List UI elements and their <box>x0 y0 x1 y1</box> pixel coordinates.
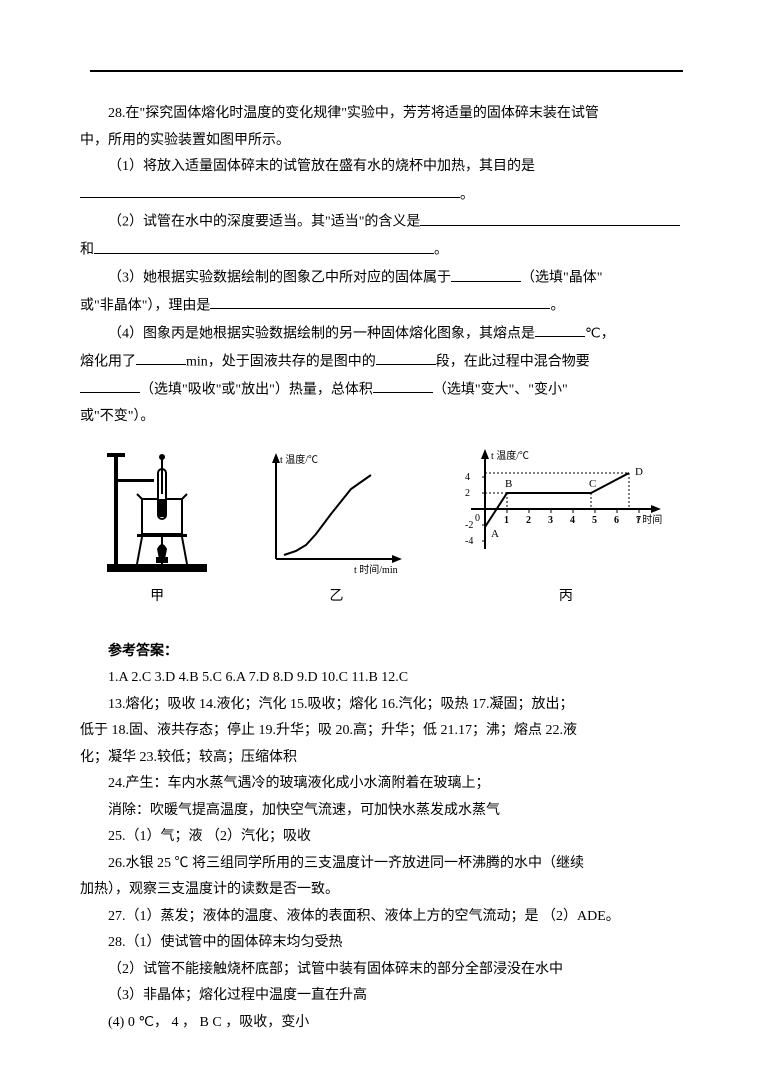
caption-jia: 甲 <box>102 585 212 610</box>
q28-p1: （1）将放入适量固体碎末的试管放在盛有水的烧杯中加热，其目的是 <box>80 155 693 180</box>
q28-p2-line2: 和。 <box>80 237 693 263</box>
ans-l3b: 消除：吹暖气提高温度，加快空气流速，可加快水蒸发成水蒸气 <box>80 799 693 824</box>
q28-p2-text-a: （2）试管在水中的深度要适当。其"适当"的含义是 <box>108 215 420 230</box>
svg-text:5: 5 <box>592 515 597 526</box>
svg-text:1: 1 <box>504 515 509 526</box>
yaxis-label: t 温度/℃ <box>280 453 318 466</box>
svg-text:-4: -4 <box>465 536 473 547</box>
ans-l6: 27.（1）蒸发；液体的温度、液体的表面积、液体上方的空气流动；是 （2）ADE… <box>80 905 693 930</box>
svg-text:7: 7 <box>636 515 641 526</box>
q28-p4: （4）图象丙是她根据实验数据绘制的另一种固体熔化图象，其熔点是 ℃， <box>80 321 693 347</box>
q28-p1-text-b: 。 <box>460 187 474 202</box>
ans-l2c: 化；凝华 23.较低；较高；压缩体积 <box>80 746 693 771</box>
blank <box>451 265 521 281</box>
q28-intro-b: 中，所用的实验装置如图甲所示。 <box>80 129 693 154</box>
origin-label: 0 <box>475 513 480 524</box>
svg-text:2: 2 <box>465 488 470 499</box>
q28-p4-line3: （选填"吸收"或"放出"）热量，总体积 （选填"变大"、"变小" <box>80 377 693 403</box>
figure-row: 甲 t 温度/℃ t 时间/min 乙 <box>80 439 693 610</box>
q28-p4-text-c: 熔化用了 <box>80 354 136 369</box>
q28-intro-a: 28.在"探究固体熔化时温度的变化规律"实验中，芳芳将适量的固体碎末装在试管 <box>80 102 693 127</box>
q28-p3-text-d: 。 <box>550 298 564 313</box>
svg-text:6: 6 <box>614 515 619 526</box>
xaxis-label: t 时间/min <box>354 563 398 576</box>
blank <box>94 237 434 253</box>
q28-p2-text-c: 。 <box>434 243 448 258</box>
q28-p3-text-c: 或"非晶体"），理由是 <box>80 298 210 313</box>
apparatus-icon <box>102 439 212 579</box>
ans-l5: 26.水银 25 ℃ 将三组同学所用的三支温度计一齐放进同一杯沸腾的水中（继续 <box>80 852 693 877</box>
q28-p4-text-b: ℃， <box>585 326 615 341</box>
q28-p4-line4: 或"不变"）。 <box>80 405 693 430</box>
svg-text:D: D <box>635 466 643 478</box>
caption-yi: 乙 <box>256 585 416 610</box>
q28-p1-line2: 。 <box>80 182 693 208</box>
q28-p4-text-a: （4）图象丙是她根据实验数据绘制的另一种固体熔化图象，其熔点是 <box>108 326 535 341</box>
q28-p1-text-a: （1）将放入适量固体碎末的试管放在盛有水的烧杯中加热，其目的是 <box>108 159 535 174</box>
page: 28.在"探究固体熔化时温度的变化规律"实验中，芳芳将适量的固体碎末装在试管 中… <box>0 0 773 1092</box>
ans-l5b: 加热），观察三支温度计的读数是否一致。 <box>80 878 693 903</box>
q28-p4-text-d: min，处于固液共存的是图中的 <box>186 354 376 369</box>
svg-text:4: 4 <box>570 515 575 526</box>
caption-bing: 丙 <box>461 585 671 610</box>
figure-yi: t 温度/℃ t 时间/min 乙 <box>256 449 416 610</box>
svg-text:4: 4 <box>465 472 470 483</box>
ans-l3: 24.产生：车内水蒸气遇冷的玻璃液化成小水滴附着在玻璃上； <box>80 772 693 797</box>
chart-bing: t 温度/℃ t 时间 -4-224 1234567 0 ABCD <box>461 449 671 579</box>
ans-l4: 25.（1）气；液 （2）汽化；吸收 <box>80 825 693 850</box>
yaxis-label-bing: t 温度/℃ <box>491 449 529 462</box>
figure-bing: t 温度/℃ t 时间 -4-224 1234567 0 ABCD 丙 <box>461 449 671 610</box>
svg-text:3: 3 <box>548 515 553 526</box>
svg-text:-2: -2 <box>465 520 473 531</box>
ans-l8: （2）试管不能接触烧杯底部；试管中装有固体碎末的部分全部浸没在水中 <box>80 958 693 983</box>
q28-p2: （2）试管在水中的深度要适当。其"适当"的含义是 <box>80 209 693 235</box>
blank <box>80 377 140 393</box>
blank <box>136 349 186 365</box>
blank <box>373 377 433 393</box>
blank <box>420 209 680 225</box>
svg-text:C: C <box>589 478 596 490</box>
answers-title: 参考答案： <box>80 640 693 665</box>
ans-l1: 1.A 2.C 3.D 4.B 5.C 6.A 7.D 8.D 9.D 10.C… <box>80 666 693 691</box>
q28-p2-text-b: 和 <box>80 243 94 258</box>
q28-p4-text-h: 或"不变"）。 <box>80 409 154 424</box>
svg-text:B: B <box>505 478 512 490</box>
ans-l9: （3）非晶体；熔化过程中温度一直在升高 <box>80 984 693 1009</box>
q28-p4-text-e: 段，在此过程中混合物要 <box>436 354 590 369</box>
figure-jia: 甲 <box>102 439 212 610</box>
chart-yi: t 温度/℃ t 时间/min <box>256 449 416 579</box>
ans-l7: 28.（1）使试管中的固体碎末均匀受热 <box>80 931 693 956</box>
q28-p4-text-f: （选填"吸收"或"放出"）热量，总体积 <box>140 382 373 397</box>
ans-l10: (4) 0 ℃， 4 ， B C ，吸收，变小 <box>80 1011 693 1036</box>
blank <box>376 349 436 365</box>
q28-p4-text-g: （选填"变大"、"变小" <box>433 382 568 397</box>
q28-p4-line2: 熔化用了 min，处于固液共存的是图中的 段，在此过程中混合物要 <box>80 349 693 375</box>
q28-p3-line2: 或"非晶体"），理由是 。 <box>80 293 693 319</box>
ans-l2b: 低于 18.固、液共存态；停止 19.升华；吸 20.高；升华；低 21.17；… <box>80 719 693 744</box>
blank <box>535 321 585 337</box>
blank <box>80 182 460 198</box>
q28-p3-text-a: （3）她根据实验数据绘制的图象乙中所对应的固体属于 <box>108 271 451 286</box>
svg-text:2: 2 <box>526 515 531 526</box>
ans-l2: 13.熔化；吸收 14.液化；汽化 15.吸收；熔化 16.汽化；吸热 17.凝… <box>80 693 693 718</box>
top-rule <box>90 70 683 72</box>
svg-text:A: A <box>491 528 499 540</box>
q28-p3-text-b: （选填"晶体" <box>521 271 602 286</box>
q28-p3: （3）她根据实验数据绘制的图象乙中所对应的固体属于 （选填"晶体" <box>80 265 693 291</box>
blank <box>210 293 550 309</box>
